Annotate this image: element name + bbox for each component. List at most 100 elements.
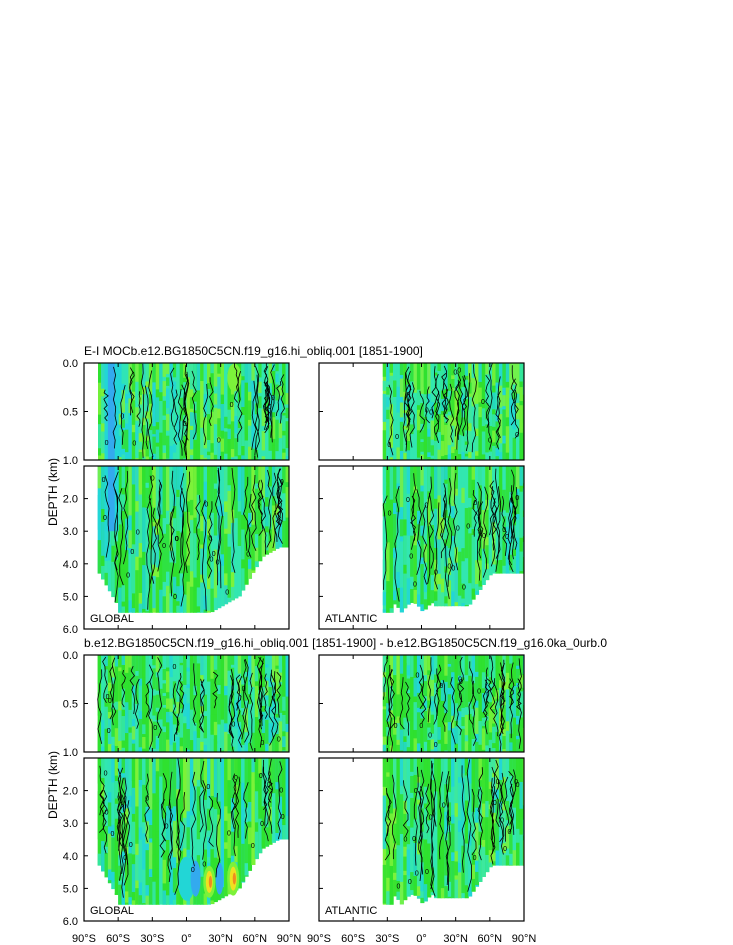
contour-fill [179,363,184,390]
contour-fill [505,825,510,849]
contour-fill [234,466,239,599]
contour-fill [488,707,493,733]
contour-fill [282,825,287,840]
contour-fill [285,815,289,840]
contour-fill [454,655,459,685]
contour-line [173,389,179,445]
contour-fill [227,442,232,460]
contour-fill [193,758,198,787]
contour-fill [492,430,497,443]
contour-zero-label: 0 [202,862,206,869]
contour-zero-label: 0 [481,399,485,406]
contour-fill [410,466,415,520]
contour-fill [437,743,442,752]
contour-fill [220,455,225,460]
contour-fill [509,864,514,866]
contour-fill [396,744,401,752]
contour-fill [413,545,418,590]
contour-fill [464,775,469,801]
contour-line [513,486,518,550]
contour-fill [234,438,239,457]
contour-line [236,676,243,748]
contour-line [104,475,110,558]
contour-fill [440,363,445,391]
contour-fill [189,709,194,741]
contour-fill [481,672,486,689]
contour-line [392,774,397,860]
contour-fill [213,549,218,598]
contour-fill [447,363,452,391]
contour-fill [104,758,109,878]
contour-fill [254,466,259,484]
contour-fill [406,665,411,676]
contour-fill [413,677,418,697]
contour-fill [118,402,123,412]
contour-fill [98,455,102,460]
contour-fill [251,426,256,444]
contour-zero-label: 0 [439,683,443,690]
contour-fill [135,387,140,403]
contour-fill [434,801,439,832]
contour-fill [413,466,418,487]
contour-fill [203,466,208,613]
contour-fill [107,880,112,884]
contour-fill [516,758,521,786]
contour-fill [213,721,218,736]
y-tick-label: 3.0 [63,818,78,830]
contour-fill [135,758,140,796]
contour-fill [234,758,239,785]
contour-line [217,467,223,589]
contour-fill [234,466,239,519]
contour-fill [138,494,143,544]
contour-zero-label: 0 [266,417,270,424]
contour-fill [437,466,442,496]
contour-zero-label: 0 [130,549,134,556]
contour-line [493,678,499,737]
contour-fill [427,655,432,752]
contour-fill [444,545,449,567]
contour-fill [138,758,143,780]
contour-fill [166,895,171,905]
contour-fill [142,655,147,678]
contour-fill [169,386,174,409]
y-tick-label: 0.0 [63,650,78,662]
contour-fill [413,446,418,460]
contour-fill [512,466,517,512]
contour-fill [189,429,194,450]
contour-fill [145,466,150,483]
contour-line [508,678,514,709]
contour-fill [430,445,435,456]
contour-fill [423,363,428,388]
contour-fill [177,856,196,901]
contour-line [471,364,477,453]
contour-fill [468,458,473,460]
contour-zero-label: 0 [102,477,106,484]
contour-fill [451,363,456,376]
contour-line [445,776,451,891]
contour-fill [509,655,514,664]
contour-fill [203,666,208,689]
contour-fill [237,788,242,832]
contour-fill [410,424,415,435]
contour-fill [278,442,283,460]
contour-fill [162,683,167,694]
contour-fill [451,758,456,781]
contour-fill [416,409,421,431]
contour-fill [138,441,143,450]
contour-fill [121,585,126,602]
contour-fill [166,363,171,375]
contour-fill [430,679,435,697]
contour-fill [519,758,524,866]
contour-zero-label: 0 [123,855,127,862]
contour-fill [427,498,432,526]
x-tick-label: 60°N [478,933,503,945]
contour-fill [200,363,205,382]
contour-fill [488,402,493,421]
contour-fill [386,363,391,382]
contour-fill [275,373,280,383]
contour-zero-label: 0 [514,779,518,786]
contour-fill [475,560,480,585]
contour-fill [495,466,500,574]
contour-line [231,467,236,574]
contour-fill [200,386,205,419]
